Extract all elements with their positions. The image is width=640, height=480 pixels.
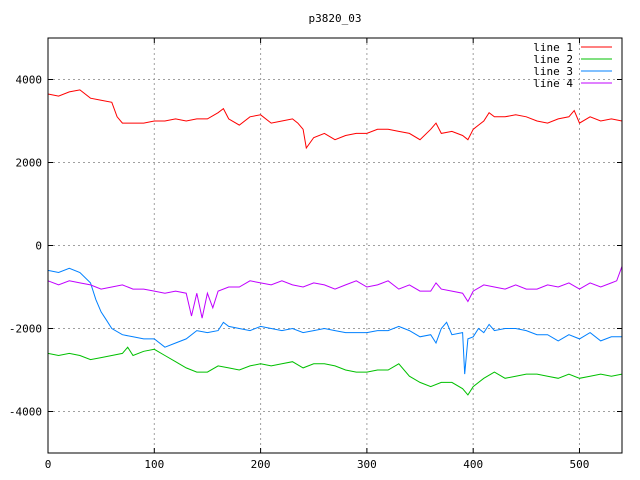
x-tick-label: 200 [251, 458, 271, 471]
x-tick-label: 400 [463, 458, 483, 471]
legend-label: line 2 [533, 53, 573, 66]
x-tick-label: 0 [45, 458, 52, 471]
y-tick-label: 2000 [16, 157, 43, 170]
series-lines [47, 89, 623, 396]
y-tick-label: 0 [35, 240, 42, 253]
chart-title: p3820_03 [309, 12, 362, 25]
series-line-1 [47, 89, 623, 150]
y-tick-label: -2000 [9, 323, 42, 336]
grid-lines [48, 38, 622, 453]
y-tick-label: 4000 [16, 74, 43, 87]
series-line-2 [47, 346, 623, 396]
legend-label: line 4 [533, 77, 573, 90]
axis-ticks: 0 100 200 300 400 500 -4000 -2000 0 2000 4000 [9, 38, 622, 471]
series-line-4 [47, 266, 623, 319]
x-tick-label: 100 [144, 458, 164, 471]
series-line-3 [47, 267, 622, 375]
x-tick-label: 300 [357, 458, 377, 471]
x-tick-label: 500 [570, 458, 590, 471]
legend-label: line 3 [533, 65, 573, 78]
y-tick-label: -4000 [9, 406, 42, 419]
legend-label: line 1 [533, 41, 573, 54]
